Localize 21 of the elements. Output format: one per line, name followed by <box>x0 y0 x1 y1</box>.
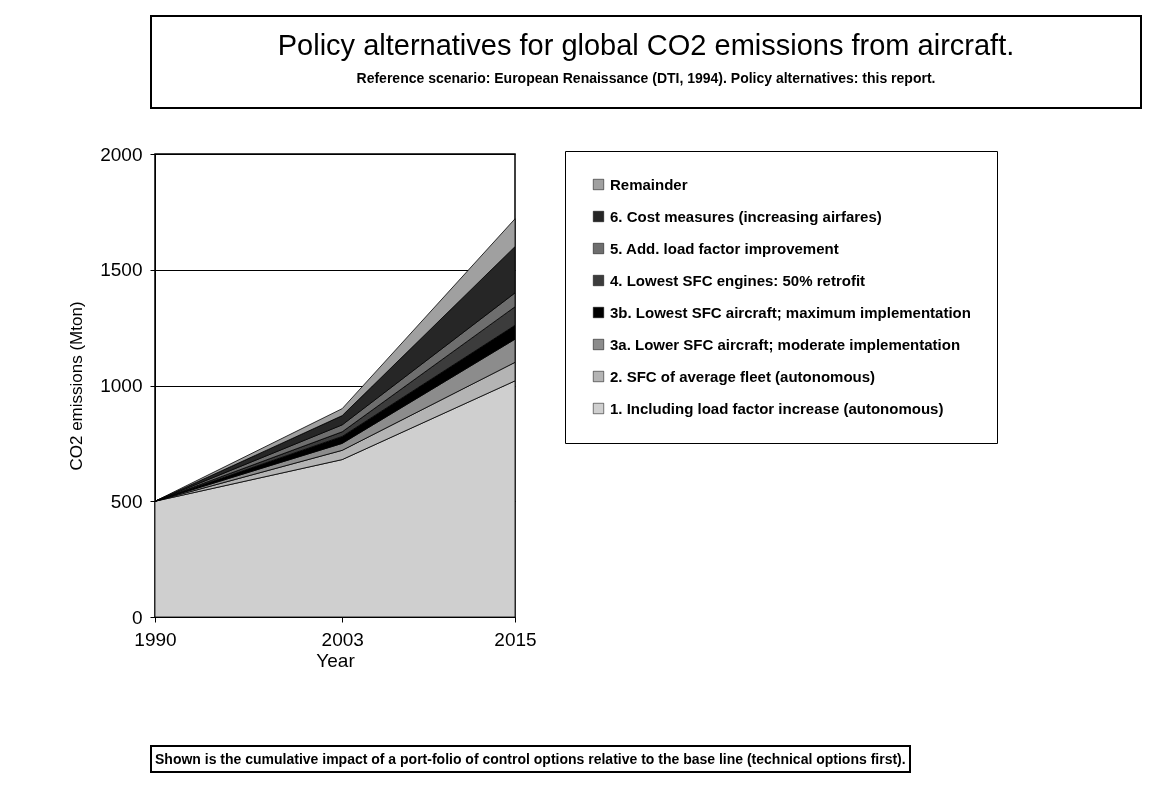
y-tick-label: 2000 <box>100 143 143 165</box>
y-axis-title: CO2 emissions (Mton) <box>67 301 87 471</box>
y-tick-label: 1500 <box>100 259 143 281</box>
text: Shown is the cumulative impact of a port-folio of control options relative to the base line (technical options first). <box>150 745 911 773</box>
legend-label: 4. Lowest SFC engines: 50% retrofit <box>610 271 866 289</box>
y-tick-label: 500 <box>110 490 143 512</box>
x-tick-label: 2015 <box>494 628 537 650</box>
x-axis-title: Year <box>316 649 356 671</box>
legend-label: Remainder <box>610 175 688 193</box>
text: Reference scenario: European Renaissance (DTI, 1994). Policy alternatives: this report. <box>355 70 937 86</box>
y-tick-label: 1000 <box>100 375 143 396</box>
legend-label: 5. Add. load factor improvement <box>610 239 839 257</box>
legend-label: 3b. Lowest SFC aircraft; maximum implementation <box>610 303 971 321</box>
legend-label: 1. Including load factor increase (autonomous) <box>610 399 944 417</box>
legend-label: 6. Cost measures (increasing airfares) <box>610 207 882 225</box>
legend-label: 2. SFC of average fleet (autonomous) <box>610 367 876 385</box>
x-tick-label: 2003 <box>321 628 364 650</box>
y-tick-label: 0 <box>131 606 143 628</box>
x-tick-label: 1990 <box>134 628 177 650</box>
text: Policy alternatives for global CO2 emissions from aircraft. <box>276 29 1016 62</box>
legend-label: 3a. Lower SFC aircraft; moderate implementation <box>610 335 961 353</box>
